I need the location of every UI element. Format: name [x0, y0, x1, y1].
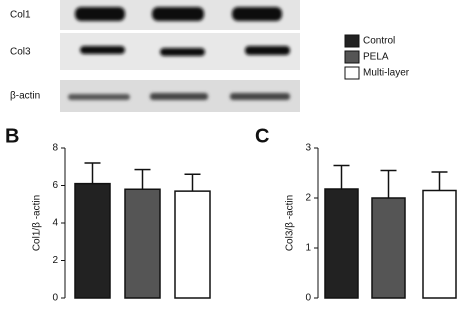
- band: [68, 94, 130, 100]
- blot-label: β-actin: [10, 91, 40, 102]
- blot: Col1 Col3 β-actin: [10, 0, 300, 112]
- panel-label: B: [5, 125, 19, 147]
- y-axis-label: Col1/β -actin: [32, 195, 43, 251]
- band: [232, 7, 282, 21]
- legend-swatch: [344, 34, 360, 48]
- band: [160, 48, 205, 56]
- legend-label: PELA: [363, 52, 389, 63]
- legend-swatch: [344, 66, 360, 80]
- bar: [174, 190, 211, 299]
- legend-swatch: [344, 50, 360, 64]
- blot-label: Col1: [10, 10, 31, 21]
- legend-label: Control: [363, 36, 395, 47]
- y-tick-label: 4: [52, 218, 58, 229]
- blot-label: Col3: [10, 47, 31, 58]
- band: [80, 46, 125, 54]
- band: [75, 7, 125, 21]
- y-tick-label: 0: [305, 293, 311, 304]
- bar: [324, 188, 359, 299]
- y-tick-label: 1: [305, 243, 311, 254]
- y-tick-label: 0: [52, 293, 58, 304]
- y-tick-label: 2: [305, 193, 311, 204]
- band: [152, 7, 204, 21]
- bar: [422, 189, 457, 299]
- band: [245, 46, 290, 55]
- panel-label: C: [255, 125, 269, 147]
- bar: [74, 182, 111, 299]
- band: [150, 93, 208, 100]
- bar: [371, 197, 406, 299]
- bar: [124, 188, 161, 299]
- y-tick-label: 6: [52, 180, 58, 191]
- y-tick-label: 2: [52, 255, 58, 266]
- y-tick-label: 8: [52, 143, 58, 154]
- legend-label: Multi-layer: [363, 68, 410, 79]
- band: [230, 93, 290, 100]
- y-axis-label: Col3/β -actin: [285, 195, 296, 251]
- y-tick-label: 3: [305, 143, 311, 154]
